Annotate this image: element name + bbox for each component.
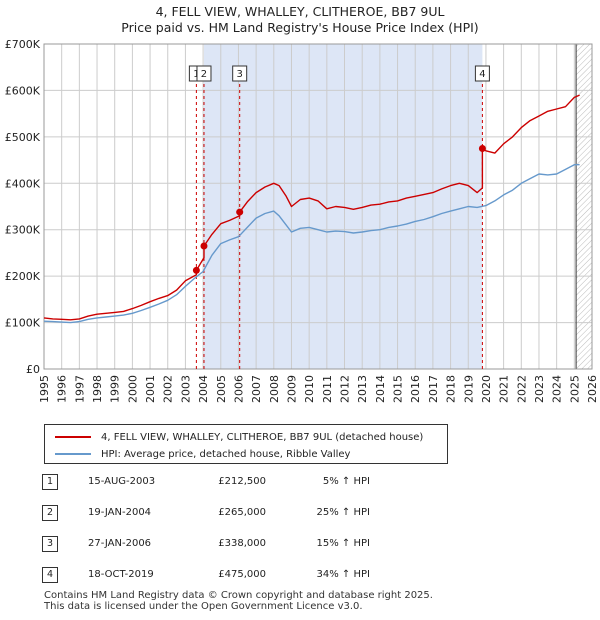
forecast-hatch <box>576 44 592 369</box>
sale-date: 15-AUG-2003 <box>88 476 156 487</box>
y-tick-label: £500K <box>5 131 41 144</box>
sale-hpi-diff: 25% ↑ HPI <box>316 507 370 518</box>
y-tick-label: £100K <box>5 317 41 330</box>
table-row: 1 15-AUG-2003 £212,500 5% ↑ HPI <box>0 470 600 496</box>
sale-marker-label: 2 <box>201 69 207 80</box>
x-tick-label: 2022 <box>515 375 528 403</box>
table-row: 4 18-OCT-2019 £475,000 34% ↑ HPI <box>0 563 600 589</box>
sale-price: £265,000 <box>218 507 266 518</box>
sale-number-badge: 1 <box>42 474 58 490</box>
x-tick-label: 2018 <box>445 375 458 403</box>
x-tick-label: 2013 <box>356 375 369 403</box>
sale-date: 18-OCT-2019 <box>88 569 154 580</box>
sale-number-badge: 2 <box>42 505 58 521</box>
x-tick-label: 2000 <box>126 375 139 403</box>
sale-point <box>478 144 486 152</box>
x-tick-label: 2012 <box>339 375 352 403</box>
y-tick-label: £200K <box>5 270 41 283</box>
table-row: 3 27-JAN-2006 £338,000 15% ↑ HPI <box>0 532 600 558</box>
sale-price: £338,000 <box>218 538 266 549</box>
sale-marker-box <box>196 65 212 82</box>
x-tick-label: 2009 <box>285 375 298 403</box>
x-tick-label: 1999 <box>109 375 122 403</box>
legend-item-property: 4, FELL VIEW, WHALLEY, CLITHEROE, BB7 9U… <box>55 429 423 445</box>
price-chart: £0 £100K £200K £300K £400K £500K £600K £700K 199… <box>5 38 599 403</box>
sale-date: 19-JAN-2004 <box>88 507 152 518</box>
x-tick-label: 2017 <box>427 375 440 403</box>
x-tick-label: 2016 <box>409 375 422 403</box>
x-tick-label: 2025 <box>568 375 581 403</box>
sale-price: £475,000 <box>218 569 266 580</box>
x-tick-label: 2023 <box>533 375 546 403</box>
y-tick-label: £300K <box>5 224 41 237</box>
x-tick-label: 1998 <box>91 375 104 403</box>
plot-frame <box>43 43 593 370</box>
legend-label-property: 4, FELL VIEW, WHALLEY, CLITHEROE, BB7 9U… <box>101 431 424 443</box>
x-tick-label: 2011 <box>321 375 334 403</box>
shaded-period <box>203 44 483 369</box>
chart-subtitle: Price paid vs. HM Land Registry's House … <box>121 20 479 35</box>
sale-point <box>192 266 200 274</box>
x-tick-label: 1995 <box>38 375 51 403</box>
sale-price: £212,500 <box>218 476 266 487</box>
sale-marker-box <box>232 65 248 82</box>
x-tick-label: 2006 <box>232 375 245 403</box>
legend-item-hpi: HPI: Average price, detached house, Ribb… <box>55 446 350 462</box>
legend-label-hpi: HPI: Average price, detached house, Ribb… <box>101 448 351 460</box>
y-tick-label: £0 <box>26 363 40 376</box>
footer-line2: This data is licensed under the Open Gov… <box>44 601 363 612</box>
sale-marker-label: 4 <box>479 69 485 80</box>
x-tick-label: 2024 <box>551 375 564 403</box>
x-tick-label: 1996 <box>56 375 69 403</box>
sale-number-badge: 4 <box>42 567 58 583</box>
sale-marker-box <box>474 65 490 82</box>
property-price-line <box>43 94 580 321</box>
footer-line1: Contains HM Land Registry data © Crown c… <box>44 590 433 601</box>
sale-marker-label: 1 <box>193 69 199 80</box>
x-tick-label: 2003 <box>179 375 192 403</box>
y-tick-label: £600K <box>5 84 41 97</box>
x-tick-label: 2014 <box>374 375 387 403</box>
y-tick-label: £700K <box>5 38 41 51</box>
sale-hpi-diff: 15% ↑ HPI <box>316 538 370 549</box>
x-tick-label: 2001 <box>144 375 157 403</box>
sale-point <box>200 242 208 250</box>
x-tick-label: 2021 <box>498 375 511 403</box>
legend-swatch-property <box>55 436 91 438</box>
sale-number-badge: 3 <box>42 536 58 552</box>
x-tick-label: 2007 <box>250 375 263 403</box>
x-tick-label: 2019 <box>462 375 475 403</box>
x-tick-label: 2026 <box>586 375 599 403</box>
x-tick-label: 2020 <box>480 375 493 403</box>
x-tick-label: 2010 <box>303 375 316 403</box>
x-tick-label: 2002 <box>162 375 175 403</box>
table-row: 2 19-JAN-2004 £265,000 25% ↑ HPI <box>0 501 600 527</box>
sale-marker-label: 3 <box>237 69 243 80</box>
x-tick-label: 2004 <box>197 375 210 403</box>
legend-swatch-hpi <box>55 453 91 455</box>
sale-point <box>236 208 244 216</box>
x-tick-label: 2005 <box>215 375 228 403</box>
sale-hpi-diff: 34% ↑ HPI <box>316 569 370 580</box>
footer-attribution: Contains HM Land Registry data © Crown c… <box>44 590 433 612</box>
hpi-line <box>43 163 580 324</box>
x-tick-label: 2015 <box>392 375 405 403</box>
x-tick-label: 1997 <box>73 375 86 403</box>
sale-date: 27-JAN-2006 <box>88 538 152 549</box>
y-tick-label: £400K <box>5 177 41 190</box>
chart-title-line1: 4, FELL VIEW, WHALLEY, CLITHEROE, BB7 9U… <box>155 4 445 19</box>
x-tick-label: 2008 <box>268 375 281 403</box>
chart-title: 4, FELL VIEW, WHALLEY, CLITHEROE, BB7 9U… <box>0 4 600 36</box>
chart-legend: 4, FELL VIEW, WHALLEY, CLITHEROE, BB7 9U… <box>44 424 448 464</box>
sale-hpi-diff: 5% ↑ HPI <box>322 476 370 487</box>
